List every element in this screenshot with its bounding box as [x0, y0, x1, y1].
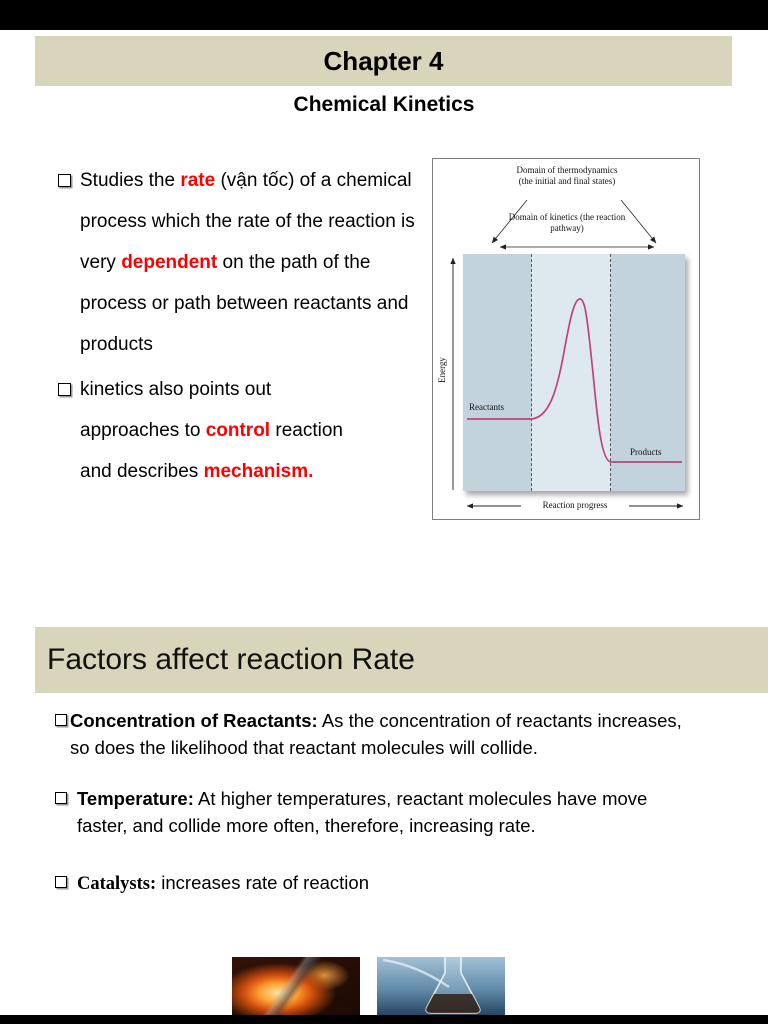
factor-bullet-catalysts: Catalysts: increases rate of reaction: [55, 870, 720, 898]
text-run: increases rate of reaction: [156, 871, 369, 893]
factor-term: Catalysts:: [77, 873, 157, 894]
energy-diagram-graphics: [450, 199, 684, 509]
flask-illustration: [382, 957, 481, 1014]
intro-bullet-2-text: kinetics also points out approaches to c…: [80, 369, 372, 492]
energy-axis-label: Energy: [437, 357, 447, 383]
intro-bullet-1-text: Studies the rate (vận tốc) of a chemical…: [80, 160, 418, 365]
factor-term: Concentration of Reactants:: [70, 710, 318, 731]
factor-text: Temperature: At higher temperatures, rea…: [77, 786, 677, 839]
chapter-header-band: Chapter 4: [35, 36, 732, 86]
chapter-title: Chapter 4: [323, 45, 444, 76]
domain-thermodynamics-label: Domain of thermodynamics (the initial an…: [516, 165, 618, 186]
text-run: reaction and describes: [80, 420, 343, 483]
x-axis-label: Reaction progress: [542, 500, 608, 510]
text-run: kinetics also points out approaches to: [80, 379, 272, 442]
sparks-reaction-photo: [232, 957, 360, 1015]
checkbox-bullet-icon: [58, 174, 71, 187]
energy-curve: [467, 298, 682, 463]
flask-pour-photo: [377, 957, 505, 1015]
highlight-rate: rate: [180, 170, 216, 191]
page-subtitle: Chemical Kinetics: [293, 93, 475, 116]
factors-section-title: Factors affect reaction Rate: [47, 643, 415, 676]
energy-diagram-figure: Domain of thermodynamics (the initial an…: [432, 158, 700, 520]
text-run: As the concentration of reactants increa…: [70, 710, 682, 758]
products-label: Products: [630, 447, 662, 457]
thermo-arrow-right: [620, 199, 657, 244]
highlight-dependent: dependent: [121, 252, 218, 274]
top-black-bar: [0, 0, 768, 30]
reactants-label: Reactants: [469, 402, 504, 412]
text-run: Studies the: [80, 170, 181, 191]
checkbox-bullet-icon: [55, 792, 67, 805]
checkbox-bullet-icon: [55, 714, 67, 726]
flask-liquid: [426, 994, 480, 1013]
intro-bullet-1: Studies the rate (vận tốc) of a chemical…: [58, 160, 418, 365]
factors-header-band: Factors affect reaction Rate: [35, 627, 768, 693]
text-run: At higher temperatures, reactant molecul…: [77, 788, 648, 836]
pour-stream: [382, 958, 450, 989]
highlight-mechanism: mechanism.: [203, 461, 314, 483]
factor-term: Temperature:: [77, 788, 194, 810]
factor-bullet-concentration: Concentration of Reactants: As the conce…: [55, 708, 720, 761]
text-run: (vận tốc) of a chemical process which th…: [80, 170, 415, 274]
thermo-arrow-left: [491, 199, 528, 244]
domain-kinetics-label: Domain of kinetics (the reaction pathway…: [508, 212, 626, 233]
factors-bullets: Concentration of Reactants: As the conce…: [55, 708, 720, 897]
factor-text: Catalysts: increases rate of reaction: [77, 870, 692, 898]
checkbox-bullet-icon: [55, 875, 67, 888]
highlight-control: control: [205, 420, 271, 442]
checkbox-bullet-icon: [58, 383, 71, 397]
kinetics-domain-band: [531, 254, 611, 491]
bottom-black-bar: [0, 1015, 768, 1024]
factor-bullet-temperature: Temperature: At higher temperatures, rea…: [55, 786, 720, 839]
intro-bullet-2: kinetics also points out approaches to c…: [58, 369, 418, 492]
text-run: on the path of the process or path betwe…: [80, 252, 409, 356]
intro-bullets: Studies the rate (vận tốc) of a chemical…: [58, 160, 418, 492]
factor-text: Concentration of Reactants: As the conce…: [70, 708, 685, 761]
